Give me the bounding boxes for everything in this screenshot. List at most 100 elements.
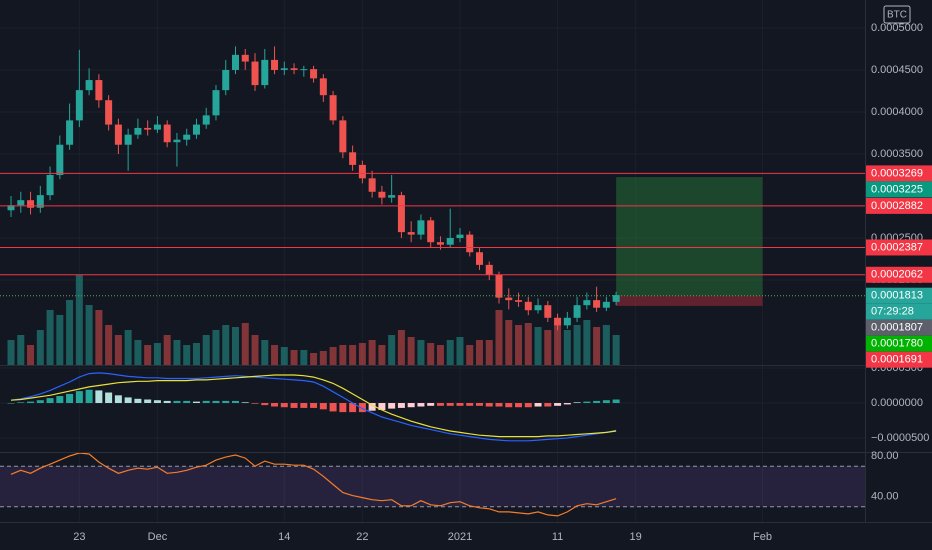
- x-tick-label: 11: [552, 531, 563, 543]
- macd-histogram-bar: [378, 403, 386, 411]
- macd-histogram-bar: [173, 400, 181, 404]
- candle-body: [124, 134, 132, 145]
- volume-bar: [7, 340, 15, 365]
- volume-bar: [144, 345, 152, 365]
- volume-bar: [573, 325, 581, 365]
- macd-histogram-bar: [212, 400, 220, 404]
- macd-histogram-bar: [349, 403, 357, 413]
- volume-bar: [36, 330, 44, 365]
- volume-bar: [75, 275, 83, 365]
- macd-histogram-bar: [319, 403, 327, 410]
- volume-bar: [105, 325, 113, 365]
- position-target-zone: [616, 177, 763, 296]
- price-badge: [866, 239, 932, 256]
- price-badge: [866, 287, 932, 304]
- price-badge-label: 0.0002062: [871, 269, 923, 281]
- price-badge-label: 0.0002882: [871, 200, 923, 212]
- macd-histogram-bar: [505, 403, 513, 408]
- candle-body: [583, 300, 591, 306]
- candle-body: [515, 300, 523, 302]
- candle-body: [378, 191, 386, 198]
- volume-bar: [261, 340, 269, 365]
- macd-histogram-bar: [368, 403, 376, 411]
- volume-bar: [46, 310, 54, 365]
- x-tick-label: 19: [630, 531, 642, 543]
- macd-histogram-bar: [105, 392, 113, 404]
- volume-bar: [329, 347, 337, 365]
- candle-body: [456, 234, 464, 238]
- rsi-tick-label: 40.00: [871, 491, 899, 503]
- macd-histogram-bar: [573, 402, 581, 404]
- candle-body: [573, 305, 581, 318]
- candle-body: [602, 301, 610, 308]
- volume-bar: [563, 330, 571, 365]
- macd-histogram-bar: [602, 400, 610, 404]
- volume-bar: [192, 343, 200, 365]
- candle-body: [524, 301, 532, 311]
- macd-histogram-bar: [85, 389, 93, 404]
- x-tick-label: 23: [73, 531, 85, 543]
- volume-bar: [466, 345, 474, 365]
- macd-histogram-bar: [114, 395, 122, 404]
- macd-line: [10, 372, 617, 442]
- price-badge-label: 0.0001813: [871, 290, 923, 302]
- position-stop-zone: [616, 295, 763, 306]
- candle-body: [485, 264, 493, 275]
- candle-body: [495, 274, 503, 298]
- macd-histogram-bar: [95, 390, 103, 404]
- candle-body: [75, 90, 83, 121]
- x-tick-label: 22: [356, 531, 368, 543]
- macd-histogram-bar: [417, 403, 425, 407]
- volume-bar: [612, 335, 620, 365]
- candle-body: [427, 220, 435, 243]
- grid: [0, 0, 865, 522]
- volume-bar: [368, 340, 376, 365]
- main-pane: [0, 46, 865, 517]
- candle-body: [153, 124, 161, 130]
- price-badge-label: 0.0001780: [871, 338, 923, 350]
- macd-histogram-bar: [612, 399, 620, 404]
- volume-bar: [554, 325, 562, 365]
- price-badge-label: 0.0001807: [871, 322, 923, 334]
- candle-body: [66, 120, 74, 145]
- volume-bar: [388, 335, 396, 365]
- candle-body: [36, 195, 44, 208]
- price-badge: [866, 303, 932, 320]
- rsi-tick-label: 80.00: [871, 450, 899, 462]
- macd-histogram-bar: [192, 401, 200, 404]
- macd-histogram-bar: [407, 403, 415, 408]
- candle-body: [261, 59, 269, 86]
- candle-body: [134, 127, 142, 135]
- volume-bar: [17, 335, 25, 365]
- volume-bar: [310, 353, 318, 365]
- y-tick-label: 0.0004000: [871, 106, 923, 118]
- macd-histogram-bar: [7, 403, 15, 404]
- candle-body: [407, 232, 415, 235]
- macd-histogram-bar: [456, 403, 464, 406]
- candle-body: [358, 164, 366, 179]
- volume-bar: [114, 335, 122, 365]
- candle-body: [46, 174, 54, 196]
- macd-histogram-bar: [75, 391, 83, 404]
- candle-body: [95, 80, 103, 101]
- x-tick-label: 2021: [448, 531, 472, 543]
- candle-body: [475, 252, 483, 265]
- price-axis: 23 Dec 14 22 2021 11 19 Feb 0.0005000 0.0004500 0.…: [73, 22, 932, 543]
- macd-histogram-bar: [163, 400, 171, 404]
- volume-bar: [417, 340, 425, 365]
- volume-bar: [358, 343, 366, 365]
- price-badge: [866, 335, 932, 352]
- price-badge: [866, 165, 932, 182]
- candle-body: [612, 295, 620, 302]
- candle-body: [202, 115, 210, 125]
- price-badge: [866, 181, 932, 198]
- candle-body: [27, 200, 35, 208]
- macd-histogram-bar: [153, 400, 161, 404]
- candle-body: [534, 305, 542, 311]
- volume-bar: [593, 327, 601, 365]
- candle-body: [232, 54, 240, 70]
- candle-body: [397, 195, 405, 233]
- macd-histogram-bar: [261, 403, 269, 406]
